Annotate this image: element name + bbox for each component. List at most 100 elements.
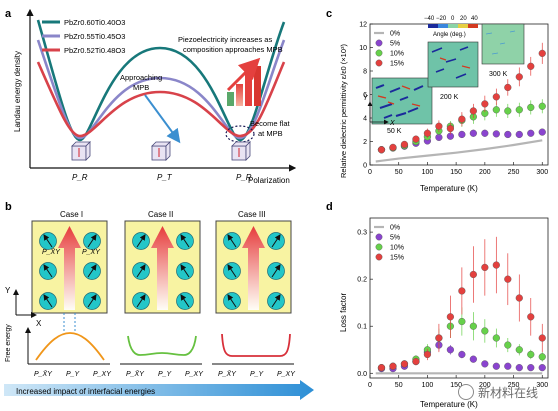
legend-marker — [375, 49, 383, 57]
x-tick-label: 0 — [368, 169, 372, 176]
legend-label: 10% — [390, 51, 404, 58]
data-point — [538, 334, 546, 342]
data-point — [377, 364, 386, 372]
fe-tick: P_Y — [250, 371, 265, 378]
legend-label: 5% — [390, 235, 400, 242]
data-point — [481, 100, 489, 108]
inset-label-200k: 200 K — [440, 94, 459, 101]
panel-b: b Case I Case II Case III P_X̄Y P_XY Y X… — [4, 201, 314, 400]
plot-frame — [369, 217, 549, 379]
domain-arrow — [227, 234, 237, 248]
y-tick-label: 4 — [363, 116, 367, 123]
data-point — [481, 263, 489, 272]
data-point — [515, 364, 523, 372]
domain-arrow — [180, 234, 190, 248]
data-point — [515, 294, 523, 302]
data-point — [527, 313, 535, 321]
domain-arrow — [136, 264, 146, 278]
panel-label-a: a — [5, 8, 12, 20]
legend-label: 5% — [390, 41, 400, 48]
panel-c-ylabel: Relative dielectric permittivity ε/ε0 (×… — [339, 43, 348, 178]
free-energy-label: Free energy — [5, 324, 12, 362]
pol-label-xbar-y: P_X̄Y — [42, 248, 61, 256]
data-point — [538, 353, 546, 361]
legend-marker — [375, 253, 383, 261]
data-point — [412, 135, 420, 143]
x-tick-label: 150 — [450, 382, 462, 389]
y-tick-label: 10 — [359, 45, 367, 52]
watermark-icon — [458, 384, 474, 400]
domain-arrow — [271, 234, 281, 248]
data-point — [527, 103, 535, 112]
panel-a-xtick-pr-left: P_R — [72, 173, 88, 182]
data-point — [469, 129, 477, 137]
colorbar-tick: 20 — [460, 16, 467, 22]
inset-axis-x: X — [389, 120, 395, 127]
x-tick-label: 100 — [422, 382, 434, 389]
data-point — [446, 313, 454, 321]
colorbar-tick: 40 — [471, 16, 478, 22]
data-point — [458, 350, 466, 359]
data-point — [504, 107, 512, 115]
panel-b-axis-y: Y — [5, 286, 11, 295]
data-point — [492, 93, 500, 101]
x-tick-label: 300 — [536, 169, 548, 176]
legend-label: 15% — [390, 61, 404, 68]
x-tick-label: 0 — [368, 382, 372, 389]
data-point — [423, 129, 432, 137]
polarization-arrow-case-3 — [242, 226, 265, 310]
data-point — [538, 364, 546, 372]
polarization-arrow-case-1 — [58, 226, 81, 310]
data-point — [515, 73, 523, 81]
inset-axis-y: Y — [363, 95, 369, 102]
data-point — [492, 261, 500, 269]
panel-a-ylabel: Landau energy density — [13, 51, 22, 132]
fe-tick: P_Y — [66, 371, 81, 378]
data-point — [527, 129, 535, 137]
data-point — [504, 341, 512, 349]
inset-label-50k: 50 K — [387, 128, 402, 135]
x-tick-label: 150 — [450, 169, 462, 176]
data-point — [481, 360, 489, 368]
inset-label-300k: 300 K — [489, 71, 508, 78]
panel-label-c: c — [326, 8, 332, 20]
data-point — [504, 275, 512, 283]
domain-arrow — [87, 264, 97, 278]
data-point — [481, 129, 489, 137]
legend-label-zr055: PbZr0.55Ti0.45O3 — [64, 32, 125, 41]
case-title-3: Case III — [238, 210, 266, 219]
crystal-cube-icon — [151, 141, 171, 161]
data-point — [492, 130, 500, 138]
legend-label-zr060: PbZr0.60Ti0.40O3 — [64, 18, 125, 27]
data-point — [412, 357, 420, 366]
domain-arrow — [87, 294, 97, 308]
data-point — [400, 140, 409, 149]
panel-label-d: d — [326, 201, 333, 213]
legend-label-zr052: PbZr0.52Ti0.48O3 — [64, 46, 125, 55]
panel-a: a Landau energy density Polarization P_R… — [5, 8, 297, 185]
legend-label: 10% — [390, 245, 404, 252]
y-tick-label: 0 — [363, 163, 367, 170]
colorbar-tick: −40 — [424, 16, 435, 22]
data-point — [515, 130, 523, 139]
data-point — [527, 62, 535, 70]
crystal-cube-icon — [71, 141, 91, 161]
data-point — [538, 128, 546, 136]
data-point — [435, 122, 443, 130]
y-tick-label: 0.1 — [357, 324, 367, 331]
fe-tick: P_X̄Y — [126, 370, 145, 378]
data-point — [389, 143, 397, 151]
approaching-arrow — [144, 94, 181, 144]
data-point — [538, 49, 546, 57]
panel-c-xlabel: Temperature (K) — [420, 184, 478, 193]
watermark: 新材料在线 — [458, 380, 556, 404]
data-point — [458, 317, 466, 326]
fe-tick: P_X̄Y — [34, 370, 53, 378]
data-point — [492, 362, 500, 370]
chart-d: 0 50 100 150 200 250 300 0.0 0.1 0.2 0.3 0% 5% 10% 15% — [357, 217, 549, 389]
data-point — [469, 270, 477, 279]
domain-arrow — [87, 234, 97, 248]
y-tick-label: 12 — [359, 22, 367, 29]
data-point — [446, 346, 454, 354]
data-point — [504, 362, 512, 370]
